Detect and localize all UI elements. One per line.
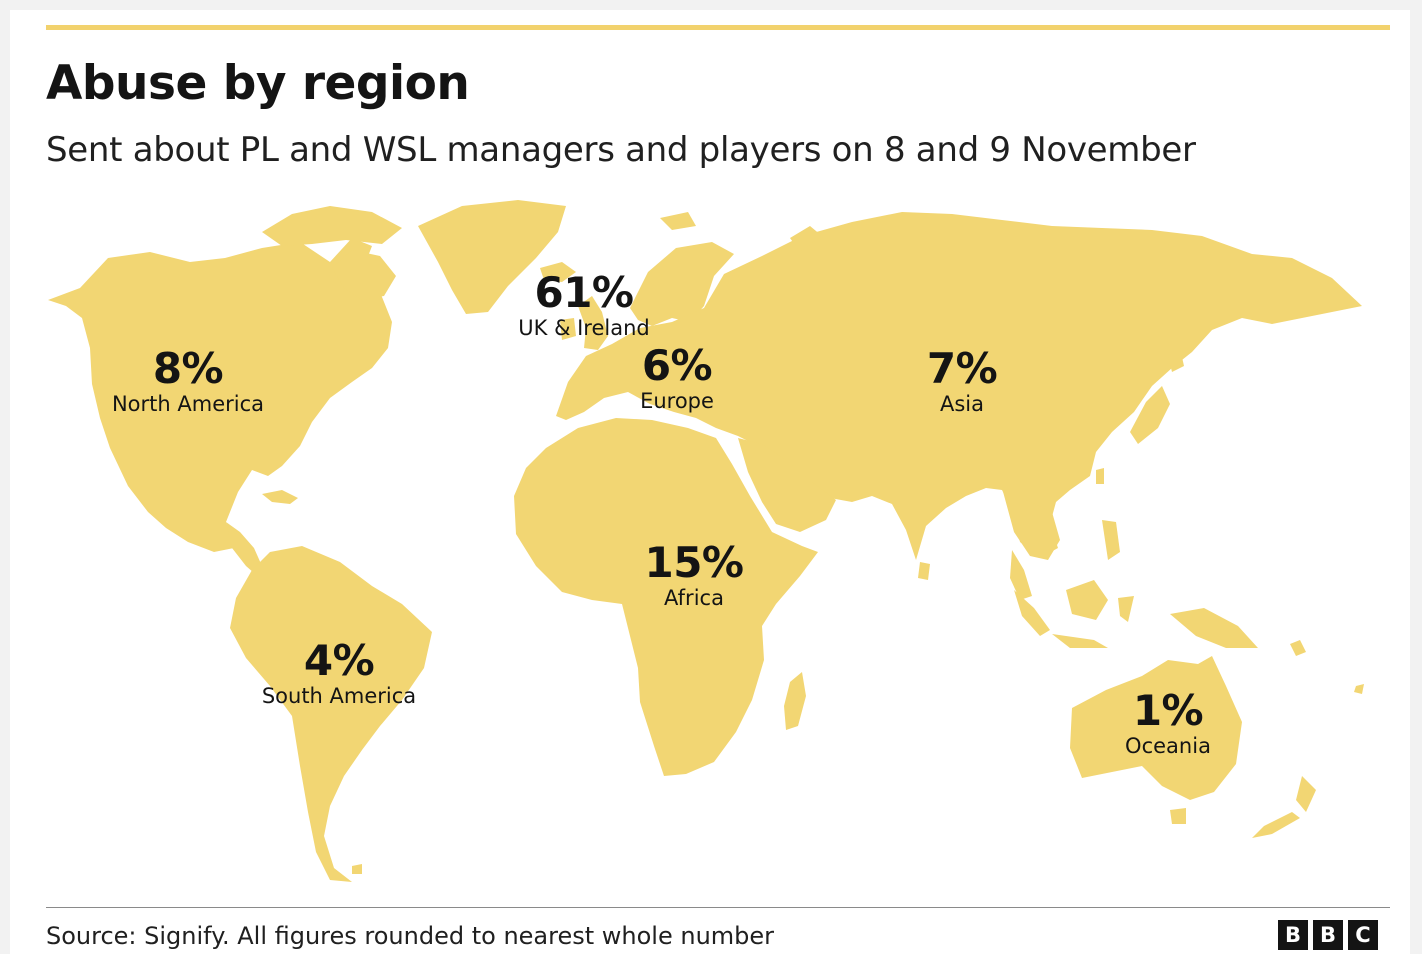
- land-scandinavia: [630, 242, 734, 326]
- region-name: North America: [111, 392, 265, 416]
- region-percentage: 4%: [303, 636, 375, 685]
- region-name: Africa: [664, 586, 724, 610]
- region-percentage: 6%: [641, 341, 713, 390]
- bottom-rule: [46, 907, 1390, 908]
- land-japan-north: [1168, 348, 1184, 372]
- map-title: Abuse by region: [46, 56, 470, 111]
- land-greenland: [418, 200, 566, 314]
- land-fiji: [1354, 684, 1364, 694]
- land-new-zealand: [1296, 776, 1316, 812]
- map-subtitle: Sent about PL and WSL managers and playe…: [46, 130, 1196, 170]
- land-falklands: [352, 864, 362, 874]
- land-svalbard: [660, 212, 696, 230]
- region-percentage: 7%: [926, 344, 998, 393]
- region-name: South America: [261, 684, 417, 708]
- land-ireland: [560, 318, 576, 340]
- region-label-oceania: 1% Oceania: [1125, 686, 1211, 759]
- bbc-logo-letter: B: [1278, 920, 1308, 950]
- region-label-south-america: 4% South America: [261, 636, 417, 709]
- land-baffin: [332, 250, 396, 300]
- region-percentage: 61%: [534, 268, 634, 317]
- land-sulawesi: [1118, 596, 1134, 622]
- land-taiwan: [1096, 468, 1104, 484]
- region-percentage: 15%: [644, 538, 744, 587]
- top-rule: [46, 25, 1390, 30]
- region-label-north-america: 8% North America: [111, 344, 265, 417]
- region-label-uk-ireland: 61% UK & Ireland: [518, 268, 650, 341]
- land-philippines: [1102, 520, 1120, 560]
- region-label-europe: 6% Europe: [640, 341, 714, 414]
- region-name: UK & Ireland: [518, 316, 650, 340]
- land-tasmania: [1170, 808, 1186, 824]
- land-arctic-islands: [262, 206, 402, 246]
- source-note: Source: Signify. All figures rounded to …: [46, 922, 775, 950]
- land-pacific-islands: [1290, 640, 1306, 656]
- land-new-zealand-south: [1252, 812, 1300, 838]
- land-indochina: [1002, 488, 1060, 560]
- region-name: Europe: [640, 389, 714, 413]
- land-arabia: [738, 438, 836, 532]
- bbc-logo-letter: C: [1348, 920, 1378, 950]
- land-sri-lanka: [918, 562, 930, 580]
- region-name: Asia: [939, 392, 984, 416]
- land-south-america: [230, 546, 432, 882]
- land-australia: [1070, 656, 1242, 800]
- region-label-africa: 15% Africa: [644, 538, 744, 611]
- land-africa: [514, 418, 818, 776]
- land-eurasia: [556, 212, 1362, 560]
- land-java: [1052, 634, 1108, 648]
- region-percentage: 8%: [152, 344, 224, 393]
- land-malay: [1010, 550, 1032, 600]
- land-novaya-zemlya: [790, 226, 822, 252]
- land-sumatra: [1014, 590, 1050, 636]
- region-name: Oceania: [1125, 734, 1211, 758]
- bbc-logo: B B C: [1278, 920, 1378, 950]
- land-japan: [1130, 386, 1170, 444]
- land-new-guinea: [1170, 608, 1258, 648]
- bbc-logo-letter: B: [1313, 920, 1343, 950]
- land-iceland: [540, 262, 576, 282]
- land-madagascar: [784, 672, 806, 730]
- land-caribbean: [262, 490, 298, 504]
- region-label-asia: 7% Asia: [926, 344, 998, 417]
- region-percentage: 1%: [1132, 686, 1204, 735]
- land-north-america: [48, 238, 392, 552]
- land-borneo: [1066, 580, 1108, 620]
- land-great-britain: [578, 296, 608, 350]
